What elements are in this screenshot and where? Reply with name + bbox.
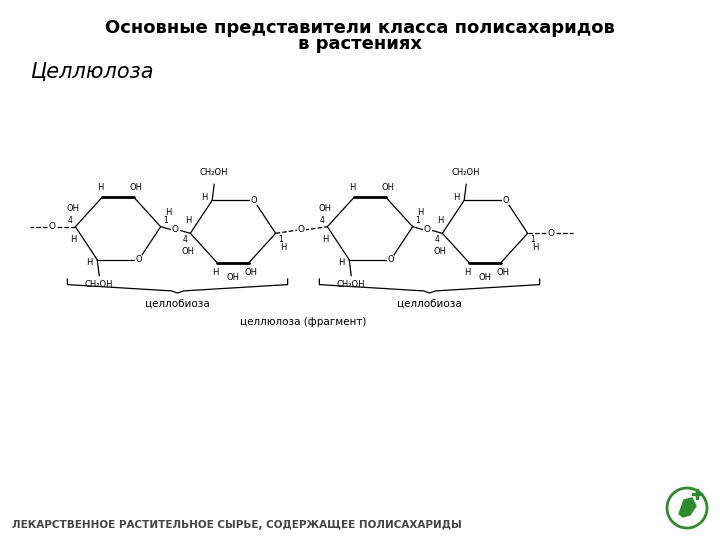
Text: O: O [172, 226, 179, 234]
Text: H: H [437, 217, 444, 225]
Text: O: O [424, 226, 431, 234]
Text: OH: OH [496, 268, 509, 277]
Text: O: O [503, 196, 509, 205]
Text: 4: 4 [68, 215, 72, 225]
Text: O: O [251, 196, 257, 205]
Text: CH₂OH: CH₂OH [85, 280, 114, 289]
Text: H: H [453, 193, 459, 202]
Text: CH₂OH: CH₂OH [200, 168, 228, 177]
Text: в растениях: в растениях [298, 35, 422, 53]
Text: 1: 1 [279, 235, 284, 244]
Text: Основные представители класса полисахаридов: Основные представители класса полисахари… [105, 19, 615, 37]
Text: O: O [135, 255, 142, 264]
Text: H: H [322, 235, 328, 244]
Bar [696, 489, 698, 499]
Text: Целлюлоза: Целлюлоза [30, 62, 153, 82]
Text: H: H [531, 244, 538, 252]
Text: H: H [97, 183, 104, 192]
Polygon shape [679, 498, 696, 517]
Text: OH: OH [479, 273, 492, 282]
Text: H: H [279, 244, 286, 252]
Text: 4: 4 [182, 235, 187, 244]
Text: O: O [298, 226, 305, 234]
Text: 4: 4 [320, 215, 324, 225]
Text: OH: OH [244, 268, 257, 277]
Text: H: H [338, 258, 344, 267]
Text: CH₂OH: CH₂OH [452, 168, 480, 177]
Text: O: O [548, 229, 554, 238]
Text: O: O [387, 255, 394, 264]
Text: H: H [201, 193, 207, 202]
Text: H: H [185, 217, 192, 225]
Text: H: H [349, 183, 356, 192]
Text: CH₂OH: CH₂OH [337, 280, 366, 289]
Text: OH: OH [381, 183, 394, 192]
Text: OH: OH [182, 247, 195, 256]
Text: ЛЕКАРСТВЕННОЕ РАСТИТЕЛЬНОЕ СЫРЬЕ, СОДЕРЖАЩЕЕ ПОЛИСАХАРИДЫ: ЛЕКАРСТВЕННОЕ РАСТИТЕЛЬНОЕ СЫРЬЕ, СОДЕРЖ… [12, 520, 462, 530]
Text: O: O [48, 222, 55, 231]
Text: целлобиоза: целлобиоза [145, 299, 210, 309]
Text: H: H [417, 208, 423, 217]
Text: целлобиоза: целлобиоза [397, 299, 462, 309]
Text: OH: OH [129, 183, 142, 192]
Text: 1: 1 [415, 215, 420, 225]
Text: OH: OH [67, 204, 80, 213]
Text: 1: 1 [531, 235, 536, 244]
Text: H: H [86, 258, 92, 267]
Text: целлюлоза (фрагмент): целлюлоза (фрагмент) [240, 317, 366, 327]
Text: OH: OH [227, 273, 240, 282]
Text: H: H [212, 268, 219, 277]
Bar [692, 493, 702, 495]
Text: OH: OH [319, 204, 332, 213]
Text: H: H [464, 268, 471, 277]
Text: 1: 1 [163, 215, 168, 225]
Text: H: H [70, 235, 76, 244]
Text: H: H [165, 208, 171, 217]
Text: OH: OH [434, 247, 447, 256]
Text: 4: 4 [434, 235, 439, 244]
